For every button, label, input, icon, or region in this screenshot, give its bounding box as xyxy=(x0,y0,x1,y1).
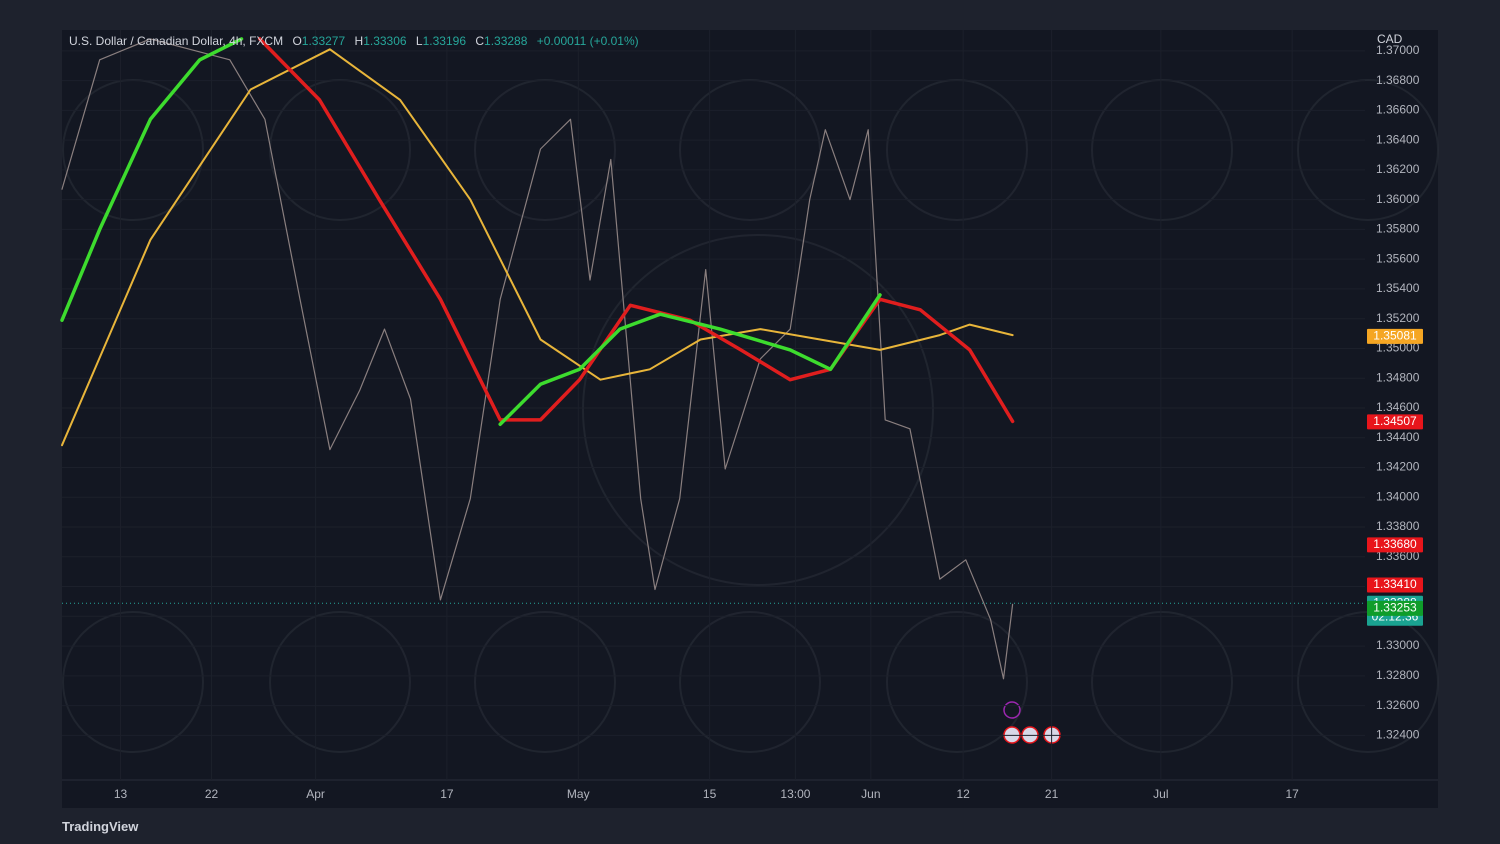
brand: TradingView xyxy=(62,819,139,834)
watermark xyxy=(62,79,1439,753)
price-label: 1.33410 xyxy=(1373,577,1417,591)
y-tick-label: 1.36200 xyxy=(1376,162,1420,176)
ticks: 1.37000 1.36800 1.36600 1.36400 1.36200 1.360… xyxy=(114,43,1420,801)
ohlc-key: C xyxy=(475,34,485,48)
chart-title: U.S. Dollar / Canadian Dollar, 4h, FXCM xyxy=(69,34,284,48)
ohlc-value: 1.33306 xyxy=(363,34,407,48)
ohlc-key: L xyxy=(415,34,423,48)
price-label-box xyxy=(1367,414,1423,430)
price-label-box xyxy=(1367,328,1423,344)
y-tick-label: 1.33800 xyxy=(1376,519,1420,533)
series-line xyxy=(61,38,1014,680)
x-tick-label: 17 xyxy=(1285,787,1299,801)
x-tick-label: 13:00 xyxy=(780,787,810,801)
ohlc-value: 1.33288 xyxy=(484,34,528,48)
price-label-box xyxy=(1367,600,1423,616)
y-tick-label: 1.34000 xyxy=(1376,489,1420,503)
chart-header: U.S. Dollar / Canadian Dollar, 4h, FXCM … xyxy=(69,34,639,48)
x-tick-label: 22 xyxy=(205,787,219,801)
y-tick-label: 1.34800 xyxy=(1376,370,1420,384)
series-line xyxy=(60,37,882,427)
x-tick-label: 15 xyxy=(703,787,717,801)
y-tick-label: 1.34200 xyxy=(1376,460,1420,474)
x-tick-label: 12 xyxy=(956,787,970,801)
y-tick-label: 1.35200 xyxy=(1376,311,1420,325)
y-tick-label: 1.36600 xyxy=(1376,103,1420,117)
y-tick-label: 1.35600 xyxy=(1376,251,1420,265)
y-tick-label: 1.34400 xyxy=(1376,430,1420,444)
price-label-box xyxy=(1367,537,1423,553)
price-label: 1.35081 xyxy=(1373,329,1417,343)
price-label: 1.34507 xyxy=(1373,414,1417,428)
y-tick-label: 1.32800 xyxy=(1376,668,1420,682)
price-label: 1.33680 xyxy=(1373,537,1417,551)
y-tick-label: 1.37000 xyxy=(1376,43,1420,57)
ohlc-value: 1.33196 xyxy=(422,34,466,48)
price-label-box xyxy=(1367,577,1423,593)
y-tick-label: 1.36400 xyxy=(1376,132,1420,146)
x-tick-label: 17 xyxy=(440,787,454,801)
x-tick-label: Jul xyxy=(1153,787,1168,801)
y-tick-label: 1.33600 xyxy=(1376,549,1420,563)
change: +0.00011 (+0.01%) xyxy=(536,34,639,48)
y-tick-label: 1.35000 xyxy=(1376,341,1420,355)
y-tick-label: 1.33000 xyxy=(1376,638,1420,652)
price-label: 1.33253 xyxy=(1373,601,1417,615)
y-tick-label: 1.34600 xyxy=(1376,400,1420,414)
x-tick-label: 13 xyxy=(114,787,128,801)
x-tick-label: May xyxy=(567,787,590,801)
grid xyxy=(62,30,1365,780)
ohlc-value: 1.33277 xyxy=(301,34,346,48)
x-tick-label: Apr xyxy=(306,787,325,801)
y-tick-label: 1.35800 xyxy=(1376,222,1420,236)
y-tick-label: 1.36000 xyxy=(1376,192,1420,206)
chart-panel xyxy=(62,30,1438,808)
ohlc-key: H xyxy=(354,34,364,48)
ohlc-key: O xyxy=(292,34,302,48)
x-tick-label: 21 xyxy=(1045,787,1059,801)
y-tick-label: 1.35400 xyxy=(1376,281,1420,295)
x-tick-label: Jun xyxy=(861,787,880,801)
y-axis-label: CAD xyxy=(1377,32,1403,46)
y-tick-label: 1.32600 xyxy=(1376,698,1420,712)
y-tick-label: 1.32400 xyxy=(1376,728,1420,742)
y-tick-label: 1.36800 xyxy=(1376,73,1420,87)
